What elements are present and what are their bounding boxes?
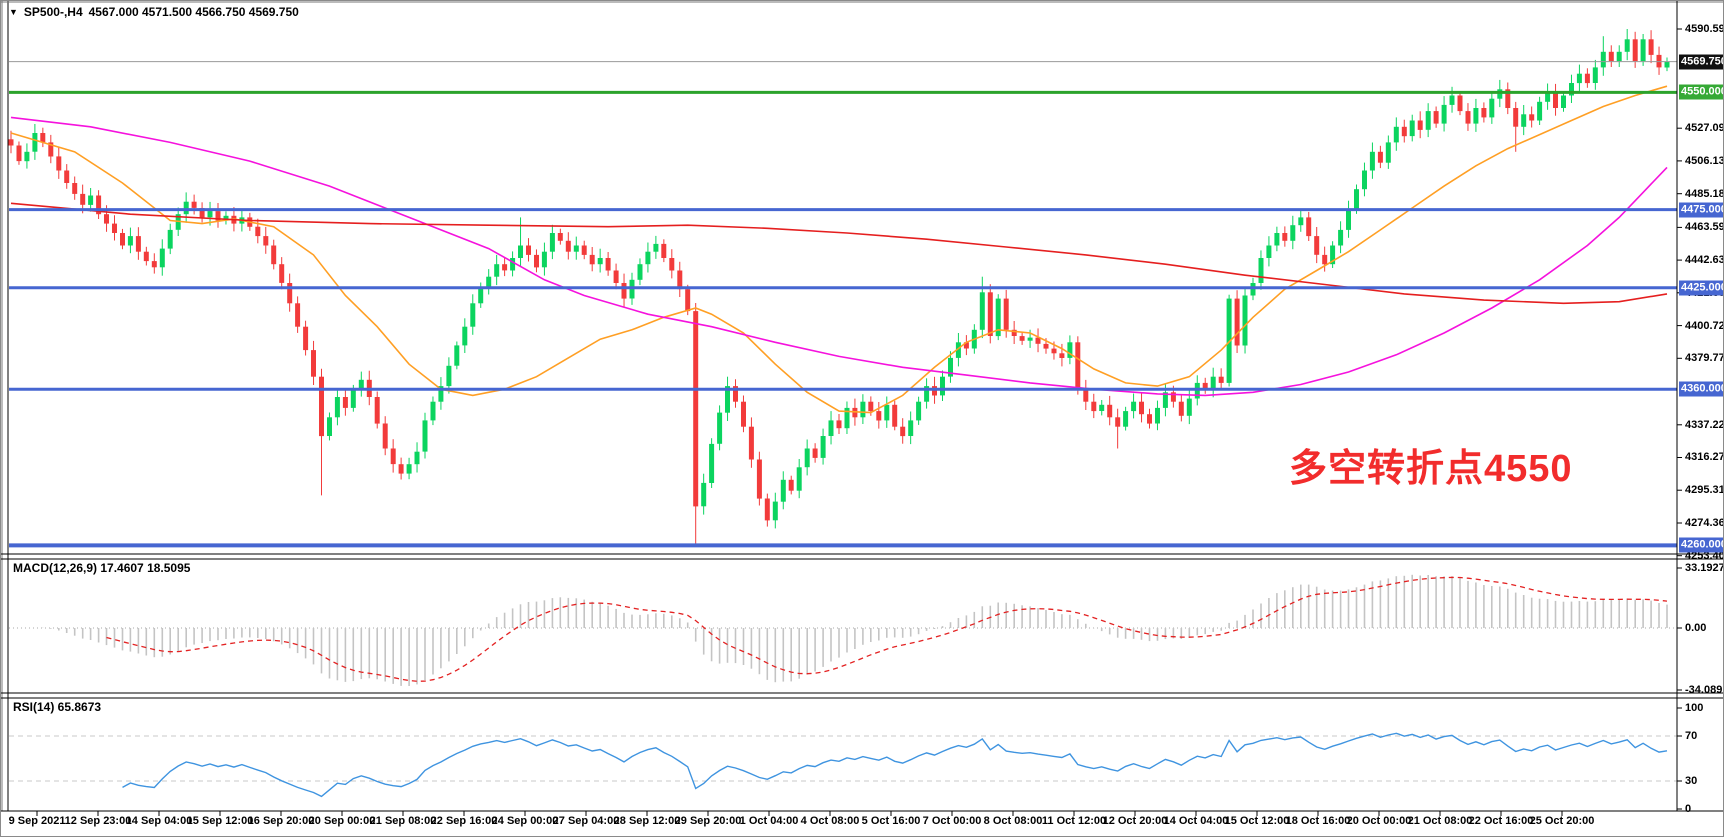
collapse-arrow-icon[interactable]: ▼ — [9, 7, 18, 17]
price-axis-tick: 4442.635 — [1685, 254, 1723, 267]
price-axis-tick: 4316.270 — [1685, 451, 1723, 464]
time-axis-label: 20 Sep 00:00 — [308, 815, 376, 827]
time-axis-label: 18 Oct 16:00 — [1285, 815, 1351, 827]
price-axis-tick: 4485.180 — [1685, 187, 1723, 200]
price-axis-tick: 4506.135 — [1685, 154, 1723, 167]
rsi-indicator-label: RSI(14) 65.8673 — [13, 700, 102, 714]
rsi-axis-tick: 0 — [1685, 803, 1692, 815]
price-level-badge-4550.000: 4550.000 — [1679, 84, 1723, 100]
time-axis-label: 21 Oct 08:00 — [1407, 815, 1473, 827]
time-axis-label: 27 Sep 04:00 — [552, 815, 620, 827]
price-level-badge-4569.750: 4569.750 — [1679, 54, 1723, 70]
symbol-timeframe-label: SP500-,H4 — [23, 5, 83, 19]
ma-mid-line — [10, 116, 1668, 397]
macd-histogram — [41, 574, 1668, 686]
rsi-axis-tick: 100 — [1685, 702, 1704, 714]
price-axis-tick: 4527.090 — [1685, 122, 1723, 135]
price-axis-tick: 4400.725 — [1685, 319, 1723, 332]
time-axis-label: 7 Oct 00:00 — [922, 815, 982, 827]
time-axis-label: 12 Oct 20:00 — [1102, 815, 1168, 827]
ma-fast-line — [10, 85, 1668, 414]
chart-title-bar: ▼ SP500-,H4 4567.000 4571.500 4566.750 4… — [9, 5, 299, 19]
time-axis-label: 12 Sep 23:00 — [64, 815, 132, 827]
time-axis-label: 11 Oct 12:00 — [1041, 815, 1107, 827]
time-axis-label: 1 Oct 04:00 — [739, 815, 799, 827]
rsi-axis-tick: 70 — [1685, 730, 1698, 742]
ohlc-values: 4567.000 4571.500 4566.750 4569.750 — [88, 5, 299, 19]
time-axis-label: 15 Sep 12:00 — [186, 815, 254, 827]
ma-slow-line — [10, 202, 1668, 305]
price-axis-tick: 4337.225 — [1685, 418, 1723, 431]
time-axis-label: 4 Oct 08:00 — [800, 815, 860, 827]
time-axis-label: 25 Oct 20:00 — [1529, 815, 1595, 827]
price-axis-tick: 4463.590 — [1685, 221, 1723, 234]
time-axis-label: 24 Sep 00:00 — [491, 815, 559, 827]
rsi-line — [122, 732, 1668, 798]
price-axis-tick: 4274.360 — [1685, 516, 1723, 529]
macd-axis-tick: 33.1927 — [1685, 562, 1724, 574]
time-axis-label: 22 Sep 16:00 — [430, 815, 498, 827]
time-axis-label: 14 Oct 04:00 — [1163, 815, 1229, 827]
time-axis-label: 14 Sep 04:00 — [125, 815, 193, 827]
time-axis-label: 16 Sep 20:00 — [247, 815, 315, 827]
time-axis-label: 28 Sep 12:00 — [613, 815, 681, 827]
price-level-badge-4260.000: 4260.000 — [1679, 537, 1723, 553]
price-axis-tick: 4590.590 — [1685, 23, 1723, 35]
macd-axis-tick: 0.00 — [1685, 622, 1707, 634]
time-axis-label: 22 Oct 16:00 — [1468, 815, 1534, 827]
price-level-badge-4360.000: 4360.000 — [1679, 381, 1723, 397]
annotation-text[interactable]: 多空转折点4550 — [1289, 448, 1573, 490]
time-axis-label: 5 Oct 16:00 — [861, 815, 921, 827]
price-axis-tick: 4295.315 — [1685, 484, 1723, 497]
price-level-badge-4425.000: 4425.000 — [1679, 280, 1723, 296]
candlesticks — [8, 29, 1670, 544]
time-axis-label: 29 Sep 20:00 — [674, 815, 742, 827]
macd-indicator-label: MACD(12,26,9) 17.4607 18.5095 — [13, 561, 191, 575]
rsi-axis-tick: 30 — [1685, 775, 1698, 787]
time-axis-label: 15 Oct 12:00 — [1224, 815, 1290, 827]
time-axis-label: 9 Sep 2021 — [8, 815, 66, 827]
price-level-badge-4475.000: 4475.000 — [1679, 202, 1723, 218]
macd-signal-line — [106, 576, 1668, 682]
time-axis-label: 8 Oct 08:00 — [983, 815, 1043, 827]
price-axis-tick: 4379.770 — [1685, 352, 1723, 365]
time-axis-label: 20 Oct 00:00 — [1346, 815, 1412, 827]
time-axis-label: 21 Sep 08:00 — [369, 815, 437, 827]
